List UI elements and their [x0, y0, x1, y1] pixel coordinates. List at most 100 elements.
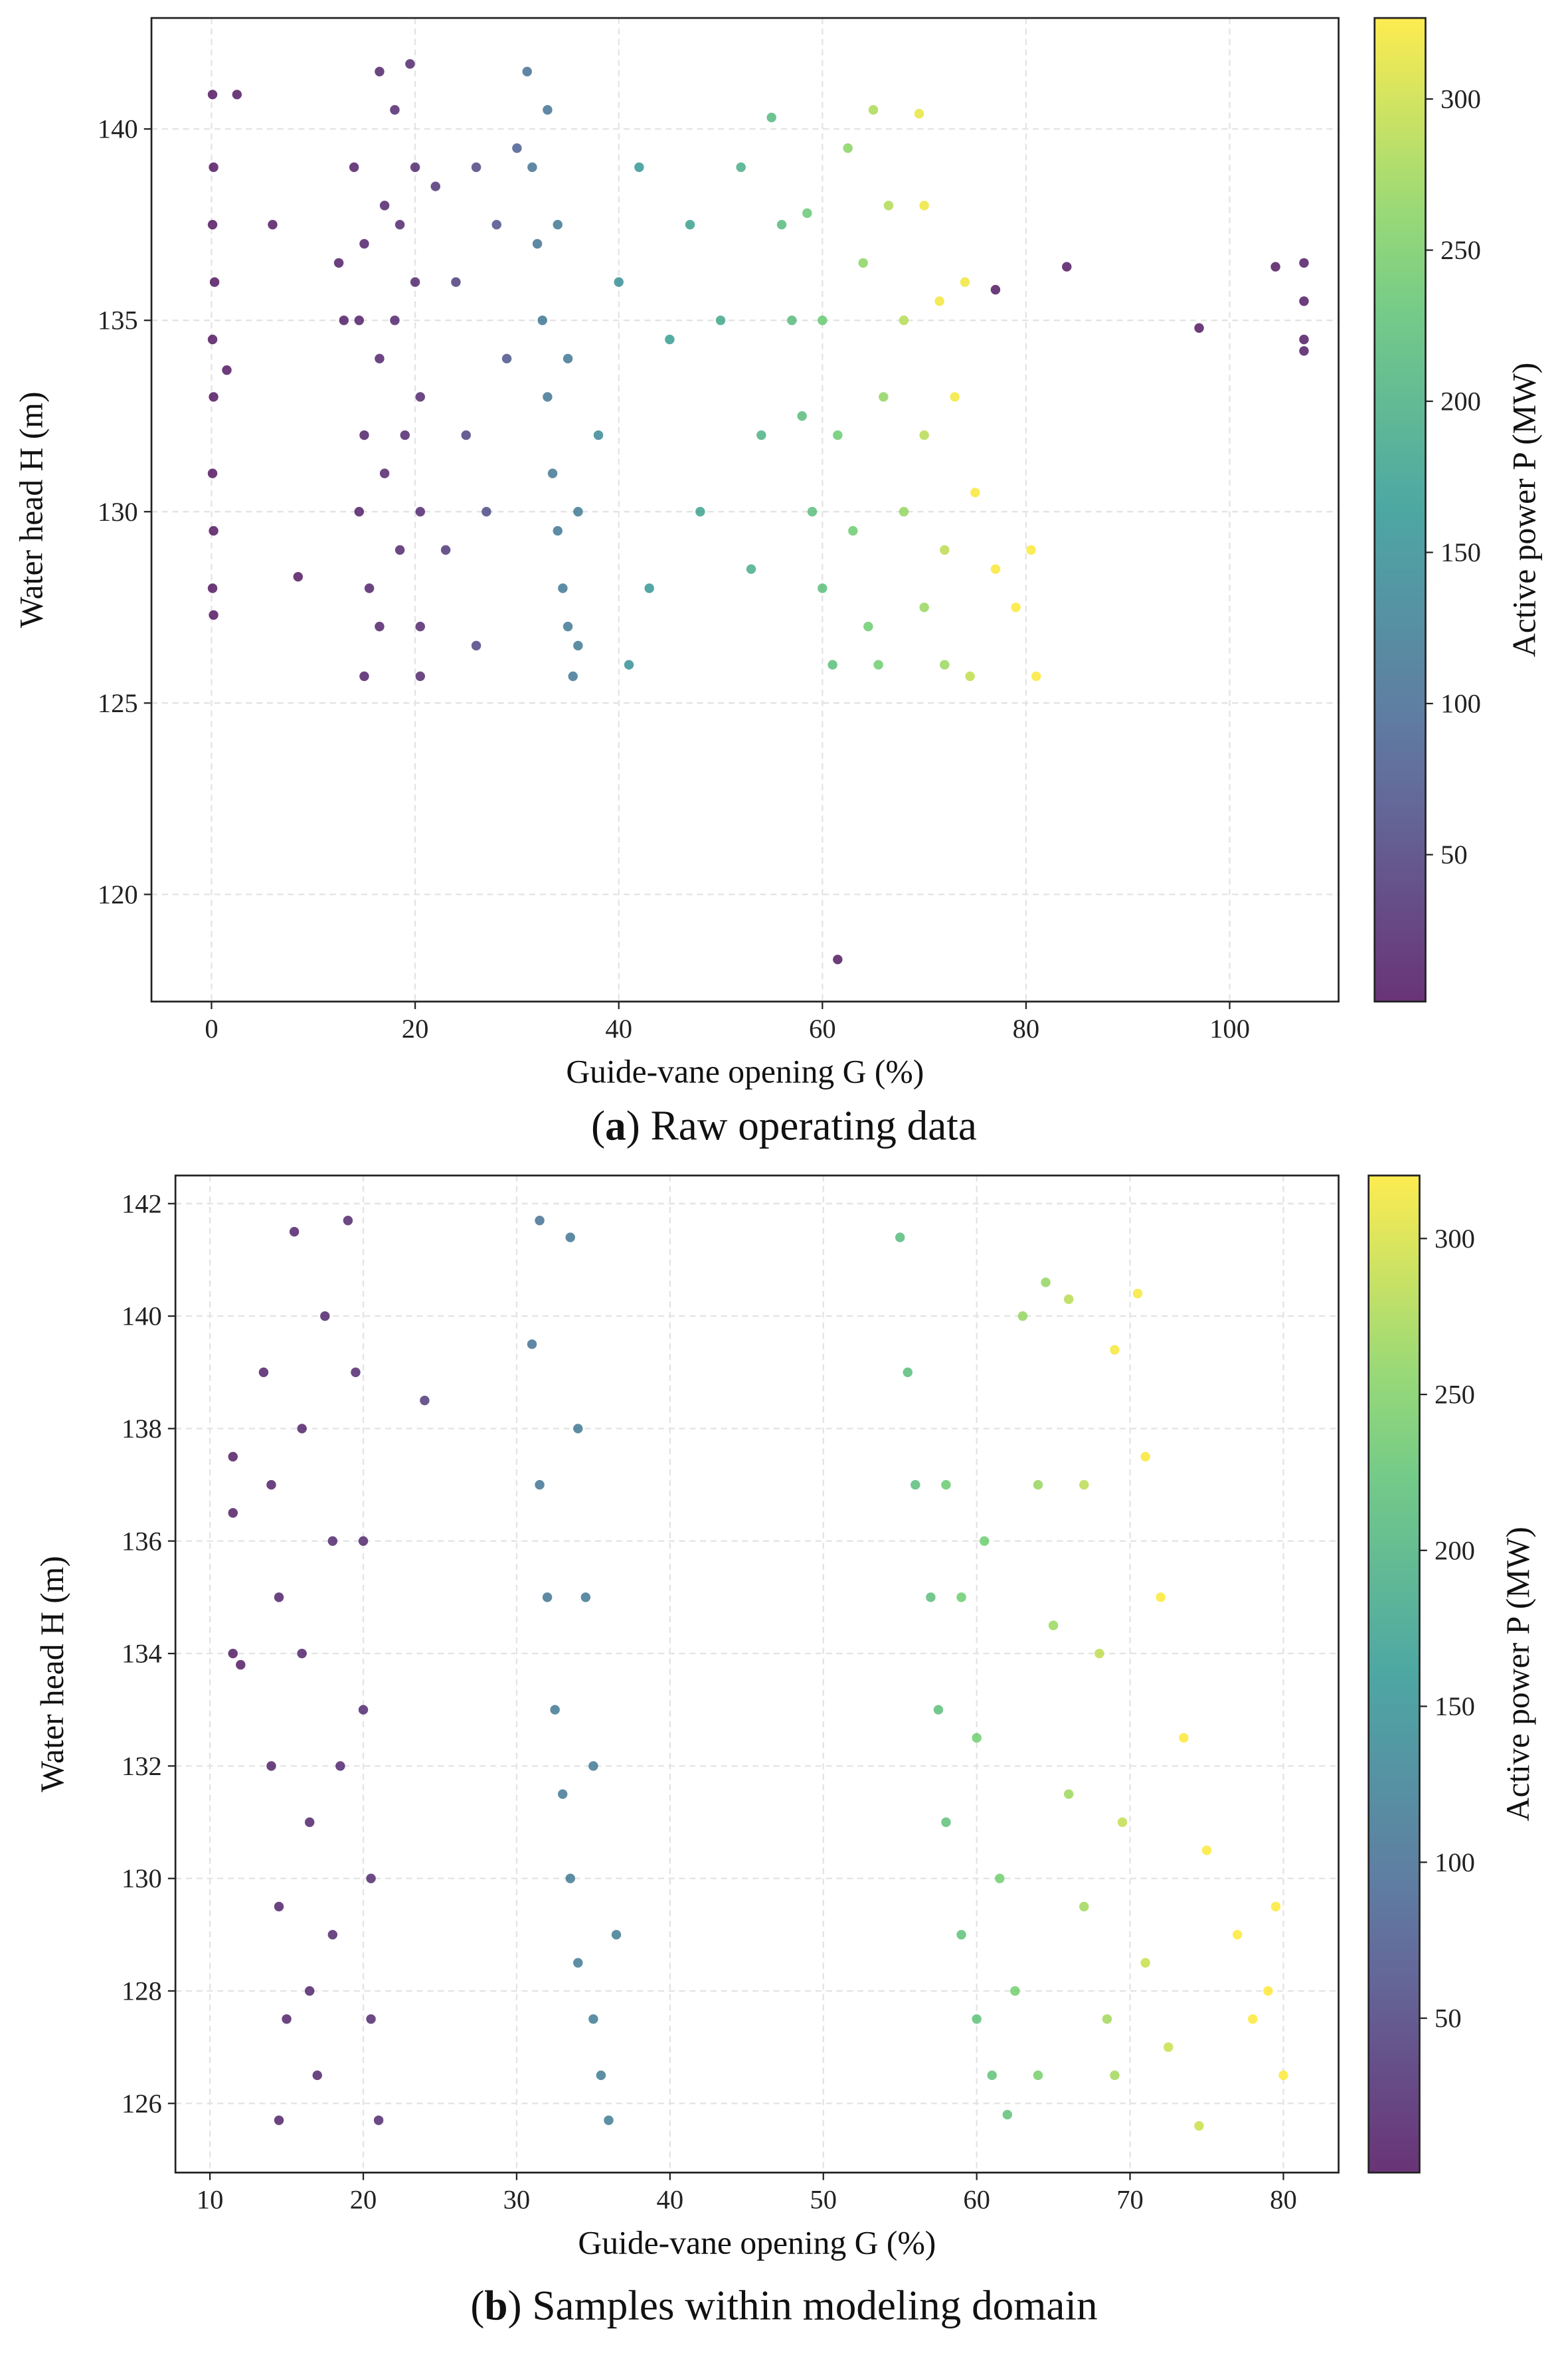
data-point: [883, 201, 894, 211]
data-point: [375, 621, 385, 632]
data-point: [1132, 1289, 1143, 1299]
data-point: [415, 621, 425, 632]
data-point: [565, 1232, 575, 1242]
data-point: [550, 1705, 560, 1715]
data-point: [1110, 1345, 1120, 1355]
data-point: [934, 296, 944, 306]
data-point: [736, 162, 746, 172]
data-point: [501, 353, 512, 364]
data-point: [320, 1311, 330, 1321]
data-point: [960, 277, 970, 287]
data-point: [634, 162, 644, 172]
data-point: [375, 353, 385, 364]
data-point: [1079, 1901, 1089, 1912]
data-point: [911, 1479, 920, 1490]
data-point: [596, 2070, 606, 2081]
data-point: [1232, 1930, 1243, 1940]
data-point: [420, 1395, 430, 1406]
data-point: [354, 507, 365, 517]
data-point: [232, 90, 242, 100]
data-point: [207, 90, 218, 100]
data-point: [415, 392, 425, 402]
data-point: [410, 277, 420, 287]
plot-frame: [150, 17, 1340, 1003]
data-point: [611, 1930, 622, 1940]
data-point: [573, 1958, 583, 1968]
data-point: [333, 258, 344, 268]
colorbar-tick-label: 50: [1440, 840, 1468, 870]
data-point: [373, 2115, 384, 2125]
data-point: [914, 108, 924, 119]
data-point: [274, 2115, 284, 2125]
x-tick-label: 60: [963, 2185, 990, 2215]
data-point: [990, 564, 1001, 574]
data-point: [990, 284, 1001, 295]
data-point: [410, 162, 420, 172]
data-point: [471, 162, 481, 172]
caption-part: b: [484, 2283, 507, 2329]
x-tick-label: 10: [197, 2185, 224, 2215]
y-tick-label: 134: [122, 1639, 162, 1669]
data-point: [588, 1761, 598, 1771]
caption: (b) Samples within modeling domain: [470, 2283, 1097, 2329]
data-point: [895, 1232, 905, 1242]
y-tick-label: 130: [122, 1863, 162, 1893]
data-point: [1270, 1901, 1281, 1912]
data-point: [858, 258, 868, 268]
data-point: [266, 1761, 276, 1771]
data-point: [304, 1817, 315, 1828]
data-point: [624, 660, 634, 670]
data-point: [537, 315, 547, 326]
data-point: [565, 1873, 575, 1883]
data-point: [1248, 2014, 1258, 2024]
y-tick-label: 132: [122, 1751, 162, 1781]
data-point: [1041, 1277, 1051, 1287]
data-point: [746, 564, 756, 574]
y-tick-label: 135: [98, 306, 138, 335]
data-point: [274, 1901, 284, 1912]
data-point: [899, 315, 909, 326]
data-point: [593, 430, 604, 440]
colorbar: [1367, 1175, 1421, 2174]
data-point: [1062, 262, 1072, 272]
data-point: [394, 545, 405, 555]
data-point: [527, 1339, 537, 1349]
data-point: [715, 315, 726, 326]
plot-frame: [174, 1175, 1340, 2174]
data-point: [1110, 2070, 1120, 2081]
data-point: [222, 365, 232, 375]
data-point: [543, 105, 553, 115]
data-point: [390, 315, 400, 326]
caption-part: a: [605, 1102, 626, 1149]
data-point: [965, 671, 975, 682]
data-point: [343, 1215, 353, 1226]
data-point: [802, 208, 812, 219]
data-point: [1010, 1986, 1020, 1996]
data-point: [941, 1479, 951, 1490]
data-point: [358, 1536, 369, 1546]
data-point: [558, 583, 568, 593]
caption-part: ) Samples within modeling domain: [508, 2283, 1098, 2329]
x-tick-label: 30: [503, 2185, 531, 2215]
data-point: [644, 583, 654, 593]
data-point: [563, 353, 573, 364]
data-point: [415, 507, 425, 517]
data-point: [1011, 603, 1021, 613]
data-point: [535, 1479, 545, 1490]
data-point: [926, 1592, 936, 1602]
y-axis-label: Water head H (m): [13, 392, 49, 628]
colorbar-tick-label: 50: [1435, 2004, 1462, 2033]
data-point: [207, 468, 218, 478]
data-point: [258, 1367, 269, 1377]
chart-panel: 0 20 40 60 80 100 120 125 130 135 140 50 100 150 200 25…: [13, 17, 1542, 1149]
x-tick-label: 80: [1270, 2185, 1297, 2215]
colorbar-tick-label: 100: [1440, 689, 1481, 719]
chart-panel: 10 20 30 40 50 60 70 80 126 128 130 132 134 136 138 140…: [34, 1175, 1536, 2329]
data-point: [1156, 1592, 1166, 1602]
data-point: [573, 1424, 583, 1434]
data-point: [491, 219, 501, 230]
data-point: [379, 201, 390, 211]
colorbar-tick-label: 250: [1435, 1380, 1475, 1410]
